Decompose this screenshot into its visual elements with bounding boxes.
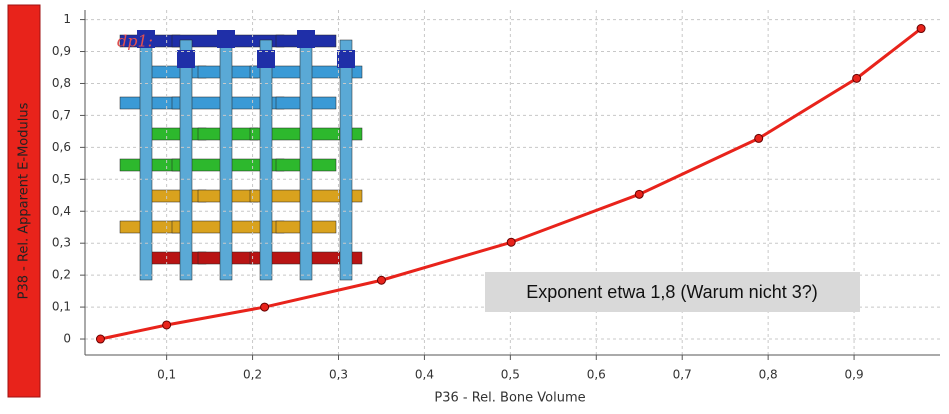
annotation: Exponent etwa 1,8 (Warum nicht 3?) (526, 282, 817, 302)
data-point (95, 334, 105, 344)
y-tick-label: 0,2 (52, 268, 71, 282)
annotation-box (485, 272, 860, 312)
y-tick-label: 0,9 (52, 44, 71, 58)
y-tick-label: 0,8 (52, 76, 71, 90)
data-point (634, 189, 644, 199)
x-tick-label: 0,1 (157, 368, 176, 382)
lattice-node (257, 50, 275, 68)
x-tick-label: 0,4 (415, 368, 434, 382)
y-tick-label: 0,1 (52, 300, 71, 314)
data-point (754, 133, 764, 143)
data-point (916, 24, 926, 34)
y-tick-label: 0,4 (52, 204, 71, 218)
lattice-image (119, 30, 363, 281)
y-tick-label: 0,7 (52, 108, 71, 122)
lattice-beam (223, 96, 285, 110)
x-axis-label: P36 - Rel. Bone Volume (434, 391, 585, 406)
lattice-beam (145, 65, 207, 79)
y-tick-label: 0,5 (52, 172, 71, 186)
x-tick-label: 0,3 (329, 368, 348, 382)
lattice-post (259, 39, 273, 281)
lattice-beam (223, 220, 285, 234)
lattice-node (217, 30, 235, 48)
lattice-post (299, 39, 313, 281)
lattice-node (177, 50, 195, 68)
y-tick-label: 0 (63, 332, 71, 346)
data-point (376, 275, 386, 285)
lattice-beam (223, 158, 285, 172)
y-tick-label: 0,6 (52, 140, 71, 154)
lattice-post (219, 39, 233, 281)
handwritten-note: dp1: (117, 32, 153, 51)
data-point (260, 302, 270, 312)
lattice-node (337, 50, 355, 68)
y-label-box (7, 4, 41, 398)
lattice-post (139, 39, 153, 281)
lattice-beam (145, 189, 207, 203)
data-point (162, 320, 172, 330)
y-axis-label: P38 - Rel. Apparent E-Modulus (17, 102, 32, 299)
x-tick-label: 0,8 (759, 368, 778, 382)
lattice-beam (145, 127, 207, 141)
x-tick-label: 0,9 (845, 368, 864, 382)
y-tick-label: 1 (63, 12, 71, 26)
lattice-beam (145, 251, 207, 265)
lattice-node (297, 30, 315, 48)
data-point (506, 237, 516, 247)
data-point (852, 73, 862, 83)
x-tick-label: 0,2 (243, 368, 262, 382)
x-tick-label: 0,5 (501, 368, 520, 382)
x-tick-label: 0,6 (587, 368, 606, 382)
x-tick-label: 0,7 (673, 368, 692, 382)
lattice-post (339, 39, 353, 281)
lattice-post (179, 39, 193, 281)
lattice-node (137, 30, 155, 48)
y-tick-label: 0,3 (52, 236, 71, 250)
